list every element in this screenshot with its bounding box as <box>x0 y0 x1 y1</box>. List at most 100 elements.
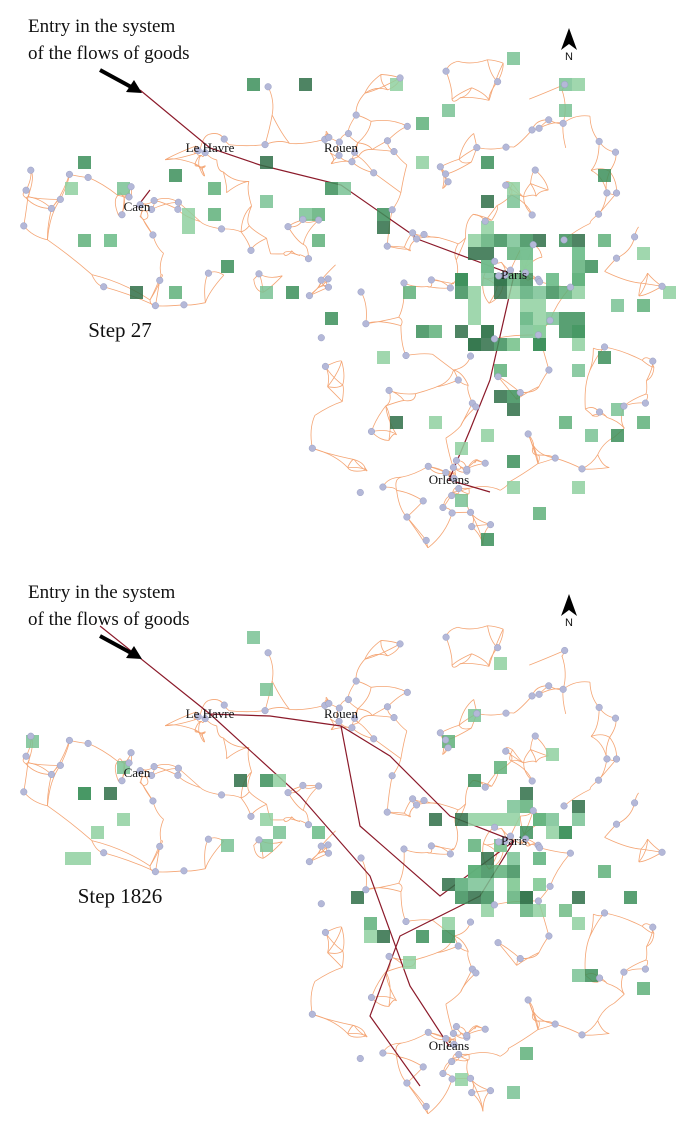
cell <box>637 247 650 260</box>
cell <box>507 891 520 904</box>
town <box>529 127 536 134</box>
road <box>284 253 291 256</box>
road <box>605 837 641 849</box>
road <box>469 1053 500 1057</box>
cell <box>533 813 546 826</box>
road <box>227 181 249 192</box>
town <box>448 1058 455 1065</box>
town <box>349 724 356 731</box>
town <box>579 466 586 473</box>
road <box>352 162 374 173</box>
town <box>468 1089 475 1096</box>
annotation: Entry in the system <box>28 582 175 603</box>
cell <box>559 416 572 429</box>
town <box>561 647 568 654</box>
cell <box>247 78 260 91</box>
road <box>358 715 372 722</box>
road <box>446 637 452 665</box>
town <box>482 1026 489 1033</box>
town <box>315 783 322 790</box>
cell <box>520 904 533 917</box>
town <box>325 842 332 849</box>
road <box>508 1030 538 1049</box>
road <box>528 434 538 464</box>
cell <box>221 260 234 273</box>
cell <box>208 182 221 195</box>
town <box>649 924 656 931</box>
cell <box>416 156 429 169</box>
road <box>315 402 342 416</box>
town <box>384 137 391 144</box>
cell <box>494 657 507 670</box>
town <box>595 777 602 784</box>
town <box>256 837 263 844</box>
cell <box>520 247 533 260</box>
road <box>407 1083 426 1106</box>
cell <box>468 774 481 787</box>
cell <box>546 826 559 839</box>
cell <box>429 416 442 429</box>
town <box>450 1030 457 1037</box>
town <box>473 970 480 977</box>
town <box>152 868 159 875</box>
town <box>128 183 135 190</box>
town <box>517 389 524 396</box>
town <box>491 902 498 909</box>
road <box>591 707 599 736</box>
road <box>104 853 156 872</box>
cell <box>377 930 390 943</box>
road <box>555 458 582 469</box>
town <box>23 187 30 194</box>
road <box>645 947 646 961</box>
town <box>596 138 603 145</box>
town <box>315 217 322 224</box>
road <box>358 687 371 708</box>
town <box>536 125 543 132</box>
town <box>420 1064 427 1071</box>
road <box>582 1033 609 1035</box>
town <box>27 733 34 740</box>
road <box>249 792 266 804</box>
road <box>550 855 569 887</box>
cell <box>546 286 559 299</box>
road <box>590 913 605 937</box>
town <box>285 223 292 230</box>
road <box>342 361 344 385</box>
road <box>468 488 469 494</box>
cell <box>364 917 377 930</box>
town <box>305 255 312 262</box>
town <box>530 241 537 248</box>
cell <box>104 787 117 800</box>
cell <box>442 930 455 943</box>
road <box>477 713 506 715</box>
town <box>467 509 474 516</box>
town <box>467 1075 474 1082</box>
road <box>205 275 223 303</box>
road <box>358 149 372 156</box>
road <box>265 141 289 144</box>
road <box>352 728 374 739</box>
cell <box>468 247 481 260</box>
town <box>175 765 182 772</box>
town <box>631 234 638 241</box>
road <box>205 273 209 302</box>
town <box>309 1011 316 1018</box>
road <box>590 682 599 707</box>
cell <box>182 208 195 221</box>
town <box>218 792 225 799</box>
cell <box>572 247 585 260</box>
road <box>366 883 399 890</box>
town <box>468 523 475 530</box>
road <box>361 858 366 890</box>
cell <box>572 481 585 494</box>
town <box>428 843 435 850</box>
town <box>552 455 559 462</box>
road <box>401 326 406 356</box>
town <box>453 457 460 464</box>
city-label: Paris <box>501 267 527 282</box>
cell <box>572 813 585 826</box>
road <box>199 155 202 165</box>
town <box>420 498 427 505</box>
cell <box>481 865 494 878</box>
town <box>440 1070 447 1077</box>
